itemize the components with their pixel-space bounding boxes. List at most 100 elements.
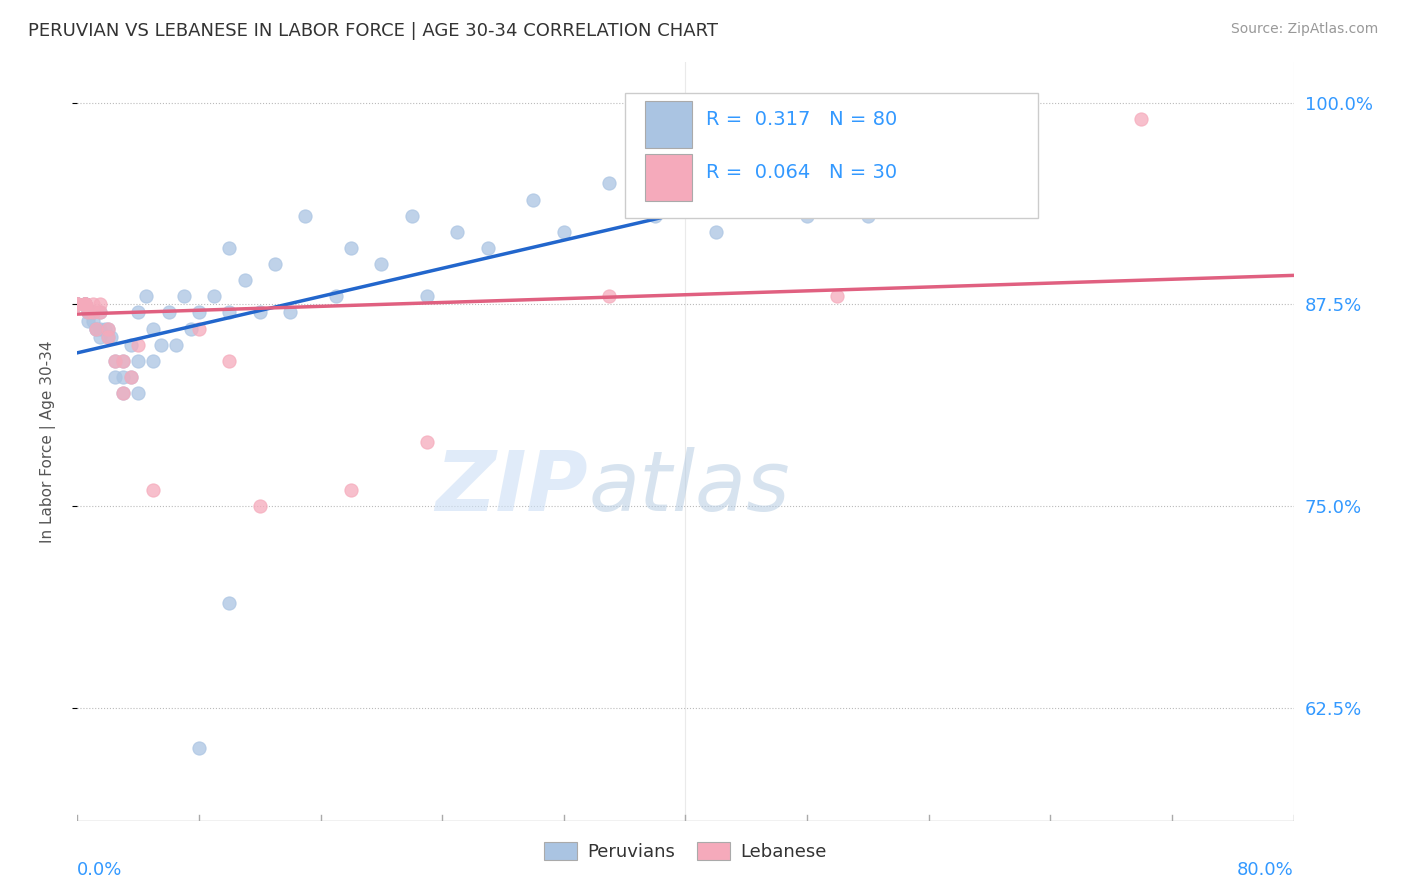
Point xyxy=(73,297,96,311)
Text: 0.0%: 0.0% xyxy=(77,861,122,879)
Point xyxy=(135,289,157,303)
Point xyxy=(827,144,849,158)
Point xyxy=(202,289,225,303)
Point xyxy=(73,297,96,311)
Point xyxy=(66,297,89,311)
Point xyxy=(66,297,89,311)
Point xyxy=(73,297,96,311)
Point xyxy=(446,225,468,239)
Text: 80.0%: 80.0% xyxy=(1237,861,1294,879)
Point xyxy=(73,297,96,311)
Point xyxy=(89,305,111,319)
Point xyxy=(97,329,120,343)
Point xyxy=(704,225,727,239)
Point xyxy=(127,354,149,368)
FancyBboxPatch shape xyxy=(624,93,1038,218)
Point xyxy=(66,297,89,311)
Point xyxy=(66,297,89,311)
Point xyxy=(644,209,666,223)
Point xyxy=(77,305,100,319)
Point xyxy=(82,305,104,319)
Point xyxy=(903,144,925,158)
Y-axis label: In Labor Force | Age 30-34: In Labor Force | Age 30-34 xyxy=(41,340,56,543)
Point xyxy=(127,305,149,319)
Text: R =  0.317   N = 80: R = 0.317 N = 80 xyxy=(706,111,897,129)
Point xyxy=(796,209,818,223)
Point xyxy=(188,321,211,335)
Point xyxy=(249,305,271,319)
Point xyxy=(82,313,104,327)
Point xyxy=(111,370,134,384)
Point xyxy=(264,257,287,271)
Point xyxy=(73,297,96,311)
Point xyxy=(104,354,127,368)
Point xyxy=(218,354,240,368)
Point xyxy=(73,297,96,311)
Point xyxy=(249,499,271,513)
Point xyxy=(887,177,910,191)
Point xyxy=(97,329,120,343)
Point xyxy=(233,273,256,287)
Point xyxy=(66,297,89,311)
Point xyxy=(127,337,149,351)
Point xyxy=(675,161,697,175)
Point xyxy=(66,297,89,311)
Point xyxy=(77,313,100,327)
Point xyxy=(111,386,134,401)
Point xyxy=(100,329,122,343)
Point xyxy=(73,297,96,311)
Text: Source: ZipAtlas.com: Source: ZipAtlas.com xyxy=(1230,22,1378,37)
Point xyxy=(188,305,211,319)
Point xyxy=(218,596,240,610)
Point xyxy=(97,321,120,335)
Point xyxy=(218,305,240,319)
Point xyxy=(104,370,127,384)
Point xyxy=(188,741,211,756)
Point xyxy=(218,241,240,255)
Point xyxy=(598,289,620,303)
Point xyxy=(370,257,392,271)
Text: R =  0.064   N = 30: R = 0.064 N = 30 xyxy=(706,163,897,182)
Point xyxy=(82,297,104,311)
Point xyxy=(82,305,104,319)
Point xyxy=(120,337,142,351)
Point xyxy=(73,297,96,311)
Point xyxy=(73,297,96,311)
Point xyxy=(97,321,120,335)
Text: atlas: atlas xyxy=(588,447,790,527)
Point xyxy=(180,321,202,335)
Point xyxy=(827,289,849,303)
Point xyxy=(93,321,115,335)
Point xyxy=(165,337,187,351)
Point xyxy=(340,483,363,497)
Point xyxy=(73,297,96,311)
Point xyxy=(416,289,439,303)
FancyBboxPatch shape xyxy=(645,154,692,202)
Point xyxy=(73,297,96,311)
Point xyxy=(84,321,107,335)
Point xyxy=(142,354,165,368)
Point xyxy=(89,329,111,343)
Point xyxy=(82,305,104,319)
Point xyxy=(66,297,89,311)
Point xyxy=(120,370,142,384)
Point xyxy=(553,225,575,239)
Point xyxy=(149,337,172,351)
Point xyxy=(104,354,127,368)
Point xyxy=(127,386,149,401)
Point xyxy=(84,321,107,335)
Point xyxy=(89,297,111,311)
Point xyxy=(120,370,142,384)
Point xyxy=(340,241,363,255)
Legend: Peruvians, Lebanese: Peruvians, Lebanese xyxy=(537,835,834,869)
Point xyxy=(73,297,96,311)
Point xyxy=(66,297,89,311)
Point xyxy=(598,177,620,191)
Point xyxy=(173,289,195,303)
Point xyxy=(325,289,347,303)
Point xyxy=(856,209,879,223)
Point xyxy=(142,483,165,497)
Point xyxy=(477,241,499,255)
Point xyxy=(66,297,89,311)
Point xyxy=(84,321,107,335)
